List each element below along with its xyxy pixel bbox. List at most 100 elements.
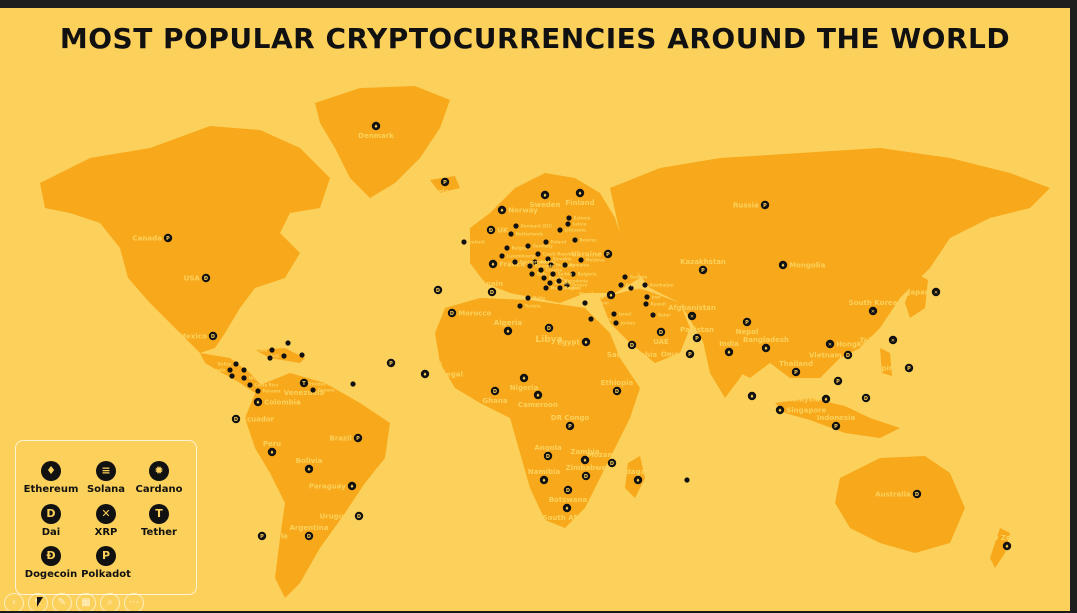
country-marker: P Indonesia (817, 414, 855, 431)
coin-glyph: P (688, 352, 692, 358)
slides-grid-icon[interactable]: ▦ (76, 593, 96, 611)
coin-glyph: D (584, 474, 588, 480)
south-america-land (245, 373, 390, 598)
coin-marker-icon (247, 382, 253, 388)
country-marker: ♦ Cameroon (518, 390, 558, 409)
country-label: Moldova (586, 257, 605, 262)
coin-marker-icon (504, 245, 510, 251)
pen-tool-icon[interactable]: ✎ (52, 593, 72, 611)
coin-glyph: P (356, 436, 360, 442)
country-label: Namibia (528, 468, 561, 476)
country-marker: D Morocco (447, 308, 492, 317)
coin-glyph: P (443, 180, 447, 186)
country-marker: Poland (543, 239, 566, 245)
country-label: Mexico (179, 332, 207, 340)
country-marker: ♦ Sri Lanka (734, 384, 771, 401)
legend-item-polkadot: P Polkadot (76, 546, 136, 580)
coin-marker-icon (575, 188, 585, 198)
coin-marker-icon (538, 267, 544, 273)
coin-marker-icon (208, 331, 218, 341)
country-marker: El Salvador (202, 373, 235, 379)
country-label: Guatemala (201, 367, 226, 372)
country-marker: Bosnia (541, 275, 564, 281)
coin-marker-icon (572, 237, 578, 243)
country-label: Uruguay (320, 512, 354, 520)
country-marker: D Zimbabwe (566, 464, 607, 481)
caribbean-land (255, 348, 305, 363)
coin-marker-icon (692, 333, 702, 343)
legend-label: XRP (94, 527, 118, 538)
coin-marker-icon (578, 257, 584, 263)
coin-marker-icon (267, 447, 277, 457)
more-options-icon[interactable]: ⋯ (124, 593, 144, 611)
coin-marker-icon (299, 352, 305, 358)
coin-glyph: D (307, 534, 311, 540)
previous-slide-icon[interactable]: ‹ (4, 593, 24, 611)
country-marker: P Cambodia (793, 376, 843, 385)
coin-marker-icon (611, 311, 617, 317)
legend-item-solana: ≡ Solana (76, 461, 136, 495)
country-label: Madagascar (614, 468, 662, 476)
philippines-land (880, 348, 892, 376)
country-label: Thailand (779, 360, 813, 368)
country-marker: P Ukraine (571, 249, 613, 258)
coin-marker-icon (517, 303, 523, 309)
country-label: Belgium (512, 245, 530, 250)
coin-marker-icon (461, 239, 467, 245)
country-label: Bolivia (296, 457, 323, 465)
coin-marker-icon (519, 373, 529, 383)
country-marker: Azerbaijan (642, 282, 674, 288)
country-marker: ♦ Nigeria (510, 373, 539, 392)
country-marker: Estonia (566, 215, 591, 221)
coin-marker-icon (606, 290, 616, 300)
coin-marker-icon (548, 262, 554, 268)
coin-glyph: D (450, 311, 454, 317)
coin-marker-icon (628, 285, 634, 291)
country-label: Israel (619, 311, 632, 316)
zoom-icon[interactable]: ⌕ (100, 593, 120, 611)
coin-glyph: ♦ (270, 450, 274, 456)
legend-item-dogecoin: Ð Dogecoin (21, 546, 81, 580)
coin-glyph: P (260, 534, 264, 540)
country-label: Croatia (546, 267, 563, 272)
country-marker: Guatemala (201, 367, 233, 373)
country-label: Philippines (859, 364, 903, 372)
coin-marker-icon (241, 367, 247, 373)
country-marker: P Cabo Verde (386, 358, 443, 367)
coin-marker-icon (544, 323, 554, 333)
coin-marker-icon (539, 475, 549, 485)
country-label: Turkey (579, 291, 606, 299)
legend-label: Ethereum (23, 484, 79, 495)
coin-marker-icon (513, 223, 519, 229)
coin-marker-icon (557, 285, 563, 291)
country-label: Austria (540, 259, 557, 264)
country-label: Senegal (431, 370, 463, 378)
world-map: ♦DenmarkPIcelandPCanadaÐUSADMexicoTVenez… (40, 86, 1050, 598)
country-label: Bahamas (263, 340, 284, 345)
coin-glyph: ♦ (578, 191, 582, 197)
coin-marker-icon (541, 275, 547, 281)
coin-marker-icon (525, 243, 531, 249)
country-label: Cuba (256, 347, 268, 352)
country-label: Kazakhstan (680, 258, 726, 266)
country-marker: D Saudi Arabia (607, 340, 657, 359)
country-marker: Dominican Republic (299, 352, 352, 358)
country-label: Cameroon (518, 401, 558, 409)
dogecoin-icon: Ð (41, 546, 61, 566)
country-marker: P Nepal (736, 317, 758, 336)
country-label: Nicaragua (249, 375, 272, 380)
country-label: Macedonia (564, 278, 589, 283)
country-marker: Belgium (504, 245, 530, 251)
coin-marker-icon (304, 464, 314, 474)
country-marker: P Philippines (859, 363, 914, 372)
coin-glyph: ♦ (583, 458, 587, 464)
country-marker: ♦ Bolivia (296, 457, 323, 474)
country-marker: Slovakia (545, 256, 572, 262)
coin-marker-icon (761, 343, 771, 353)
country-label: Dominican Republic (307, 352, 352, 357)
country-label: Romania (570, 262, 590, 267)
country-label: Libya (535, 335, 562, 345)
country-marker: T Venezuela (284, 378, 324, 397)
country-marker: Cuba (256, 347, 275, 353)
cardano-icon: ✹ (149, 461, 169, 481)
